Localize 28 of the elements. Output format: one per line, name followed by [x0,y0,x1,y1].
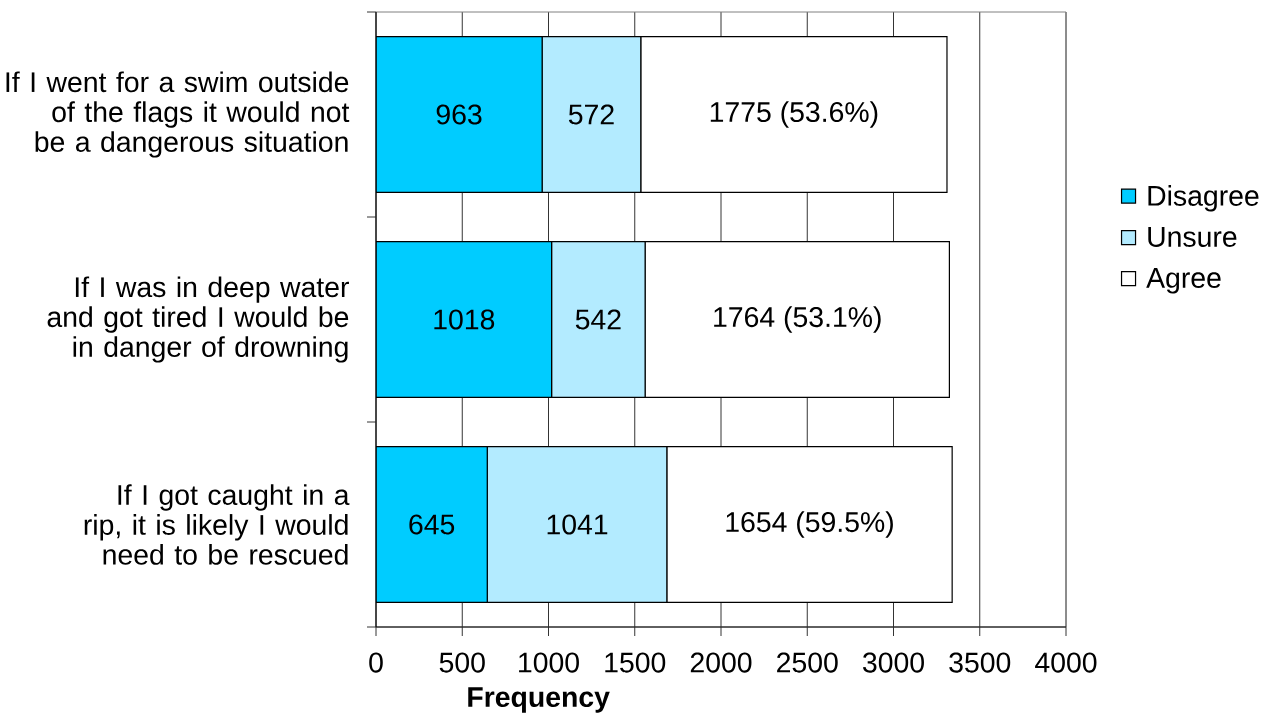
bar [376,446,488,604]
data-label: 645 [409,514,455,535]
y-tick-label: If I was in deep water and got tired I would be in danger of drowning [47,276,349,363]
legend-label: Unsure [1148,227,1237,247]
data-label: 963 [436,104,482,125]
x-tick-label: 2500 [777,652,838,673]
data-label: 1018 [434,309,495,330]
legend-label: Disagree [1148,185,1259,212]
data-label: 542 [575,309,621,330]
data-label: 1775 (53.6%) [710,101,878,128]
x-tick-label: 2000 [690,652,752,673]
data-label: 1764 (53.1%) [714,306,881,333]
data-label: 572 [568,104,614,125]
y-tick-label: If I went for a swim outside of the flags it would not be a dangerous situation [6,71,350,158]
x-tick-label: 1000 [519,652,579,673]
bar [376,241,553,399]
legend-label: Agree [1146,268,1221,294]
y-tick-label: If I got caught in a rip, it is likely I would need to be rescued [84,484,350,565]
data-label: 1041 [547,514,608,535]
x-tick-label: 3000 [863,652,924,673]
x-tick-label: 1500 [605,652,666,673]
x-tick-label: 3500 [949,652,1011,673]
data-label: 1654 (59.5%) [726,511,893,538]
x-axis-title: Frequency [468,687,610,713]
x-tick-label: 4000 [1035,652,1097,673]
bar [376,36,543,194]
x-tick-label: 0 [369,652,383,673]
x-tick-label: 500 [439,652,485,673]
